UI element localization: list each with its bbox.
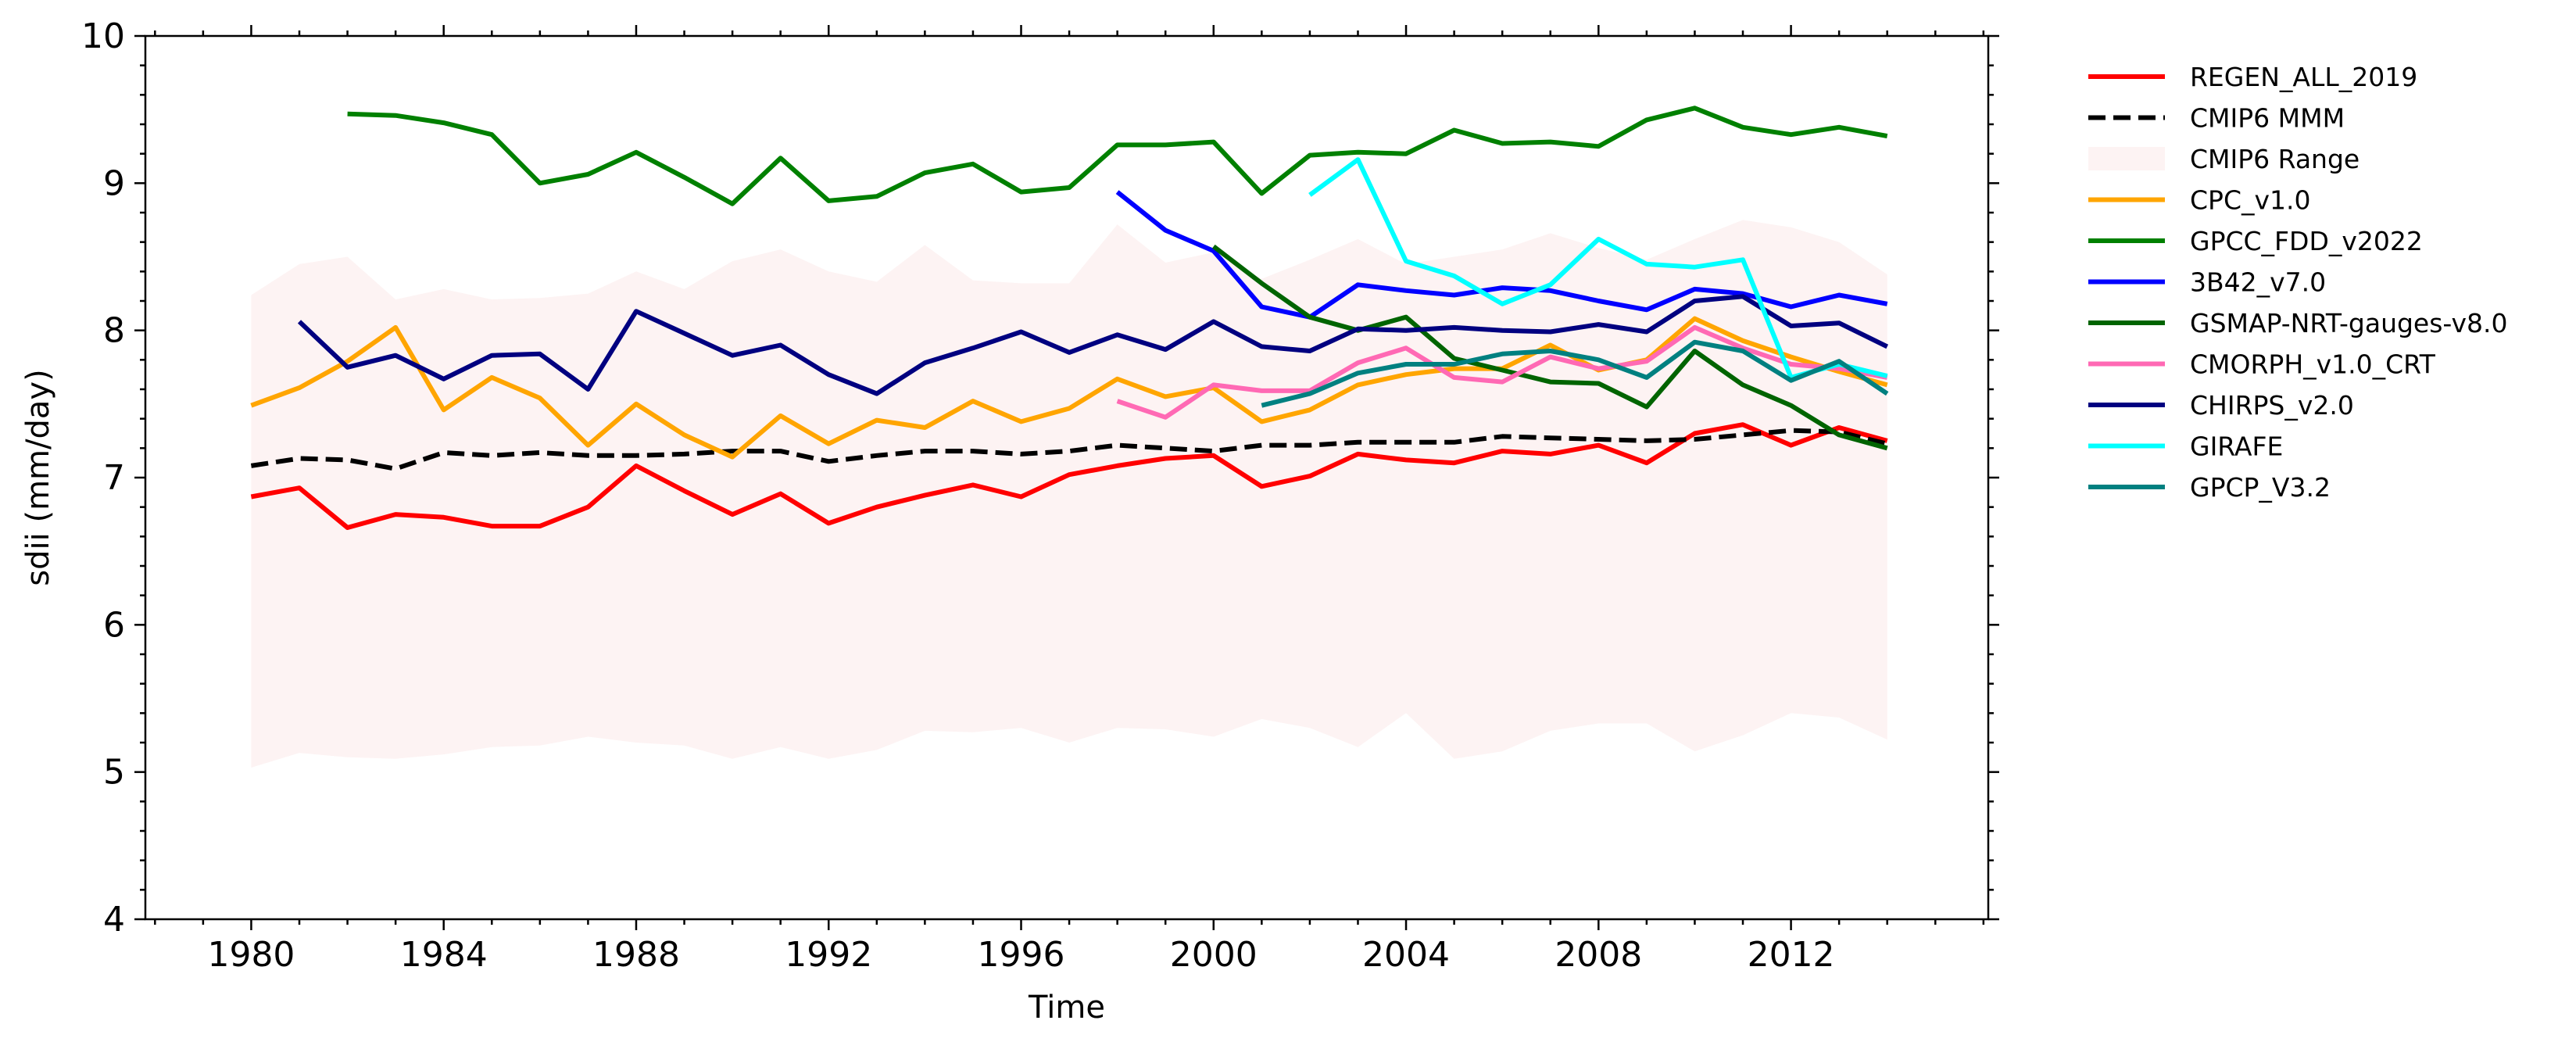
axes: 1980 1984 1988 1992 1996 2000 2004 2008 2012 4 5 6… (81, 16, 1999, 975)
series-line (1211, 244, 1888, 451)
range-layer (251, 220, 1887, 768)
x-tick-label: 2008 (1555, 935, 1642, 975)
y-tick-label: 9 (103, 163, 125, 203)
legend-label: CHIRPS_v2.0 (2190, 390, 2354, 421)
series-line (1261, 339, 1889, 408)
y-tick-label: 10 (81, 16, 125, 56)
legend-swatch (2088, 147, 2165, 170)
x-tick-label: 1996 (978, 935, 1065, 975)
series-line (347, 106, 1888, 206)
y-tick-label: 5 (103, 753, 125, 793)
series-line (1308, 157, 1888, 380)
x-axis-ticks: 1980 1984 1988 1992 1996 2000 2004 2008 2012 (154, 25, 1985, 975)
range-band (251, 220, 1887, 768)
legend-label: GSMAP-NRT-gauges-v8.0 (2190, 308, 2507, 338)
legend-label: CMIP6 MMM (2190, 103, 2345, 134)
x-tick-label: 1984 (400, 935, 488, 975)
series-line (1116, 324, 1888, 420)
legend-label: CMORPH_v1.0_CRT (2190, 349, 2436, 380)
legend-label: 3B42_v7.0 (2190, 267, 2326, 298)
y-axis-ticks: 4 5 6 7 8 9 10 (81, 16, 1999, 940)
y-tick-label: 8 (103, 311, 125, 351)
series-line (250, 428, 1888, 471)
legend-label: CPC_v1.0 (2190, 185, 2311, 216)
legend-label: GPCC_FDD_v2022 (2190, 226, 2423, 256)
y-tick-label: 7 (103, 458, 125, 498)
y-tick-label: 6 (103, 605, 125, 645)
legend-label: REGEN_ALL_2019 (2190, 62, 2417, 92)
legend: REGEN_ALL_2019 CMIP6 MMM CMIP6 Range CPC_v1… (2088, 62, 2507, 503)
series-layer (250, 106, 1889, 530)
x-tick-label: 2012 (1748, 935, 1835, 975)
x-tick-label: 1988 (592, 935, 680, 975)
legend-label: GIRAFE (2190, 431, 2283, 462)
x-tick-label: 1980 (207, 935, 295, 975)
x-tick-label: 1992 (785, 935, 872, 975)
x-tick-label: 2000 (1170, 935, 1258, 975)
series-line (297, 294, 1889, 396)
y-axis-title: sdii (mm/day) (20, 369, 56, 585)
series-line (250, 422, 1888, 530)
y-tick-label: 4 (103, 900, 125, 940)
x-tick-label: 2004 (1362, 935, 1450, 975)
legend-label: CMIP6 Range (2190, 144, 2360, 174)
x-axis-title: Time (1028, 990, 1105, 1026)
legend-label: GPCP_V3.2 (2190, 472, 2331, 503)
